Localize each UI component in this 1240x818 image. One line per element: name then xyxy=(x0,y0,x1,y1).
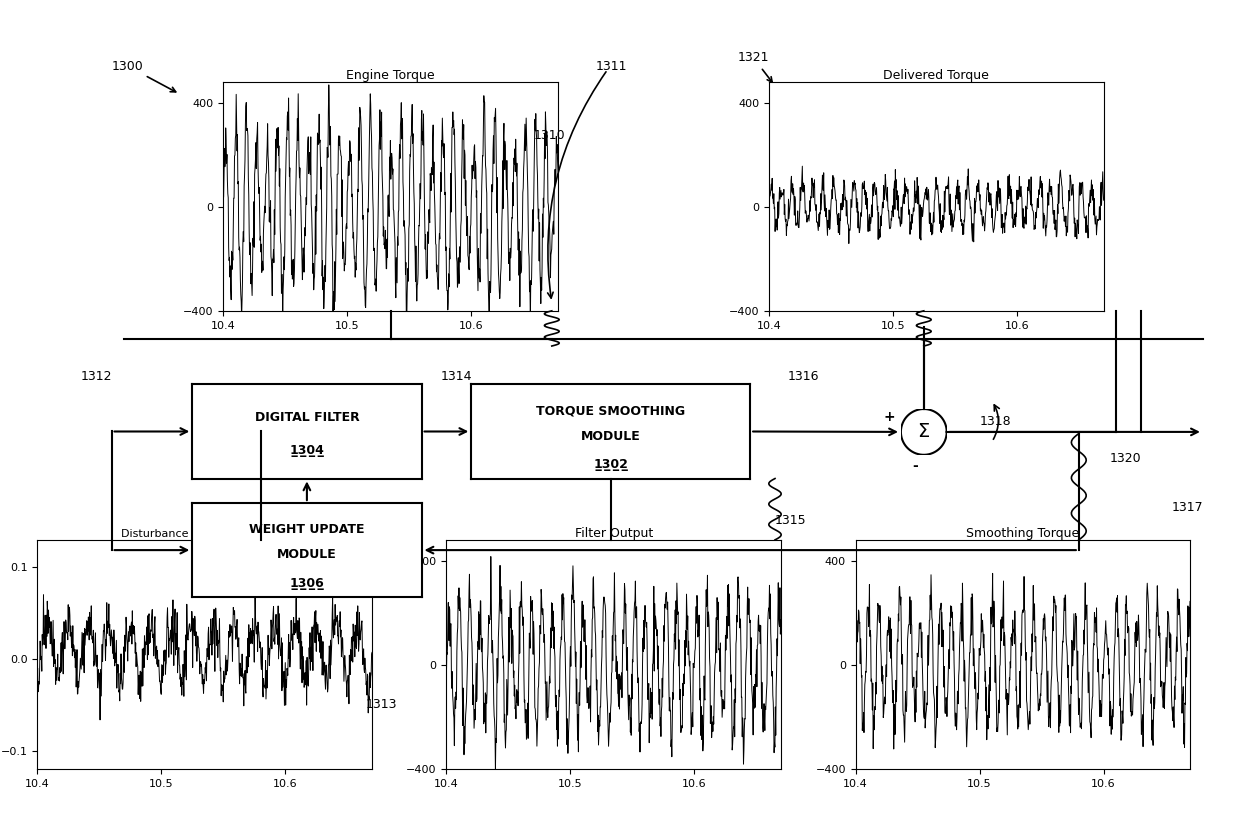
Text: 1320: 1320 xyxy=(1110,452,1142,465)
Title: Disturbance Correlated Signal: Disturbance Correlated Signal xyxy=(120,529,289,539)
Title: Smoothing Torque: Smoothing Torque xyxy=(966,527,1080,540)
Text: 1̲3̲0̲4̲: 1̲3̲0̲4̲ xyxy=(289,444,325,456)
Text: MODULE: MODULE xyxy=(277,548,337,561)
Text: 1̲3̲0̲2̲: 1̲3̲0̲2̲ xyxy=(593,458,629,471)
Text: $\Sigma$: $\Sigma$ xyxy=(918,422,930,442)
Text: -: - xyxy=(911,459,918,473)
Title: Filter Output: Filter Output xyxy=(574,527,653,540)
Text: DIGITAL FILTER: DIGITAL FILTER xyxy=(254,411,360,424)
Text: 1̲3̲0̲6̲: 1̲3̲0̲6̲ xyxy=(289,577,325,590)
Text: 1315: 1315 xyxy=(775,514,807,527)
Text: MODULE: MODULE xyxy=(580,429,641,443)
Text: 1317: 1317 xyxy=(1172,501,1204,515)
Text: 1311: 1311 xyxy=(595,60,626,73)
Text: 1313: 1313 xyxy=(366,698,397,711)
Text: 1321: 1321 xyxy=(738,52,773,82)
Text: 1310: 1310 xyxy=(533,129,565,142)
Text: 1300: 1300 xyxy=(112,60,176,92)
Text: 1312: 1312 xyxy=(81,371,112,384)
Text: 1314: 1314 xyxy=(440,371,471,384)
Text: 1316: 1316 xyxy=(787,371,818,384)
Text: +: + xyxy=(883,410,895,424)
Title: Delivered Torque: Delivered Torque xyxy=(883,69,990,82)
Text: WEIGHT UPDATE: WEIGHT UPDATE xyxy=(249,523,365,536)
Text: TORQUE SMOOTHING: TORQUE SMOOTHING xyxy=(536,404,686,417)
Title: Engine Torque: Engine Torque xyxy=(346,69,435,82)
Text: 1318: 1318 xyxy=(980,416,1012,429)
